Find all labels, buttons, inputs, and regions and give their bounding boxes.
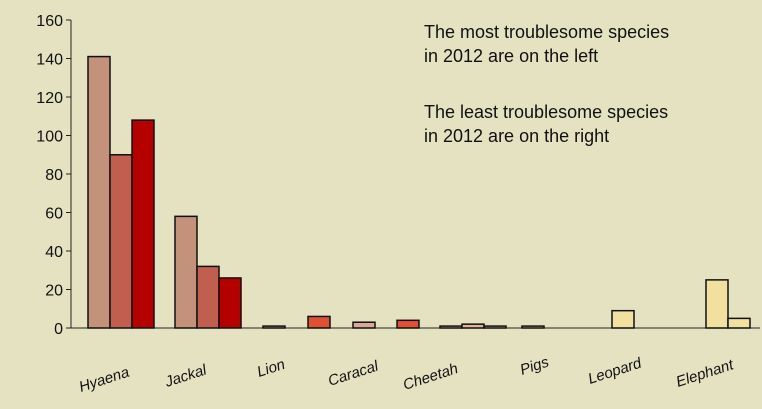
bar-lion-2 [307, 315, 331, 329]
bar-jackal-3 [218, 277, 242, 329]
bar-jackal-1 [174, 215, 198, 329]
category-labels: Hyaena Jackal Lion Caracal Cheetah Pigs Leopar… [77, 353, 736, 395]
x-tick-label-jackal: Jackal [162, 361, 209, 391]
y-tick-label: 80 [45, 167, 63, 184]
y-tick-label: 20 [45, 283, 63, 300]
x-tick-label-hyaena: Hyaena [77, 364, 131, 396]
y-tick-label: 60 [45, 206, 63, 223]
bar-cheetah-1 [439, 325, 463, 329]
bars [87, 55, 751, 329]
annotation-2-line-1: The least troublesome species [424, 102, 668, 122]
x-tick-label-lion: Lion [255, 356, 287, 381]
bar-hyaena-2 [109, 154, 133, 329]
bar-hyaena-1 [87, 55, 111, 329]
y-tick-label: 160 [36, 13, 63, 30]
annotation-1-line-2: in 2012 are on the left [424, 46, 598, 66]
axes: 0 20 40 60 80 100 120 140 160 [36, 13, 760, 338]
bar-elephant-1 [705, 279, 729, 329]
y-tick-label: 120 [36, 90, 63, 107]
bar-cheetah-3 [483, 325, 507, 329]
annotations: The most troublesome species in 2012 are… [424, 22, 669, 146]
y-tick-label: 0 [54, 321, 63, 338]
bar-elephant-2 [727, 317, 751, 329]
annotation-2-line-2: in 2012 are on the right [424, 126, 609, 146]
bar-caracal-2 [396, 319, 420, 329]
bar-leopard-1 [611, 309, 635, 329]
bar-cheetah-2 [461, 323, 485, 329]
bar-jackal-2 [196, 265, 220, 329]
y-tick-label: 40 [45, 244, 63, 261]
bar-lion-1 [262, 325, 286, 329]
bar-pigs-1 [521, 325, 545, 329]
x-tick-label-elephant: Elephant [674, 356, 736, 391]
x-tick-label-leopard: Leopard [586, 354, 644, 387]
bar-caracal-1 [352, 321, 376, 329]
x-tick-label-caracal: Caracal [326, 357, 381, 389]
y-tick-label: 140 [36, 52, 63, 69]
x-tick-label-pigs: Pigs [518, 353, 551, 378]
x-tick-label-cheetah: Cheetah [401, 360, 460, 394]
annotation-1-line-1: The most troublesome species [424, 22, 669, 42]
bar-hyaena-3 [131, 119, 155, 329]
y-tick-label: 100 [36, 129, 63, 146]
